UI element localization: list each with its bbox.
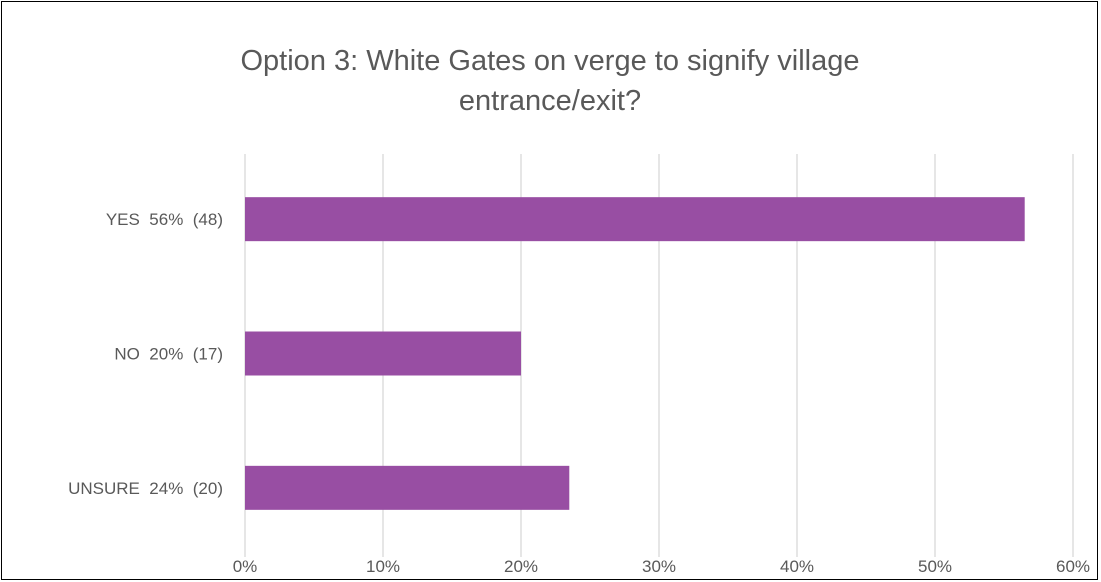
category-labels: YES 56% (48) NO 20% (17) UNSURE 24% (20) [68, 210, 223, 498]
bar [245, 197, 1025, 242]
chart-title-line-2: entrance/exit? [459, 85, 641, 117]
x-tick-label: 10% [366, 557, 400, 576]
x-tick-label: 60% [1056, 557, 1090, 576]
x-tick-label: 30% [642, 557, 676, 576]
x-tick-label: 20% [504, 557, 538, 576]
category-label: YES 56% (48) [106, 210, 223, 229]
bar [245, 331, 521, 376]
x-axis-tick-labels: 0% 10% 20% 30% 40% 50% 60% [233, 557, 1090, 576]
bar [245, 465, 570, 510]
chart-title-line-1: Option 3: White Gates on verge to signif… [241, 45, 860, 77]
bars [245, 197, 1025, 510]
x-tick-label: 40% [780, 557, 814, 576]
category-label: UNSURE 24% (20) [68, 479, 223, 498]
x-tick-label: 50% [918, 557, 952, 576]
chart-title: Option 3: White Gates on verge to signif… [241, 45, 860, 117]
category-label: NO 20% (17) [114, 345, 223, 364]
x-tick-label: 0% [233, 557, 258, 576]
